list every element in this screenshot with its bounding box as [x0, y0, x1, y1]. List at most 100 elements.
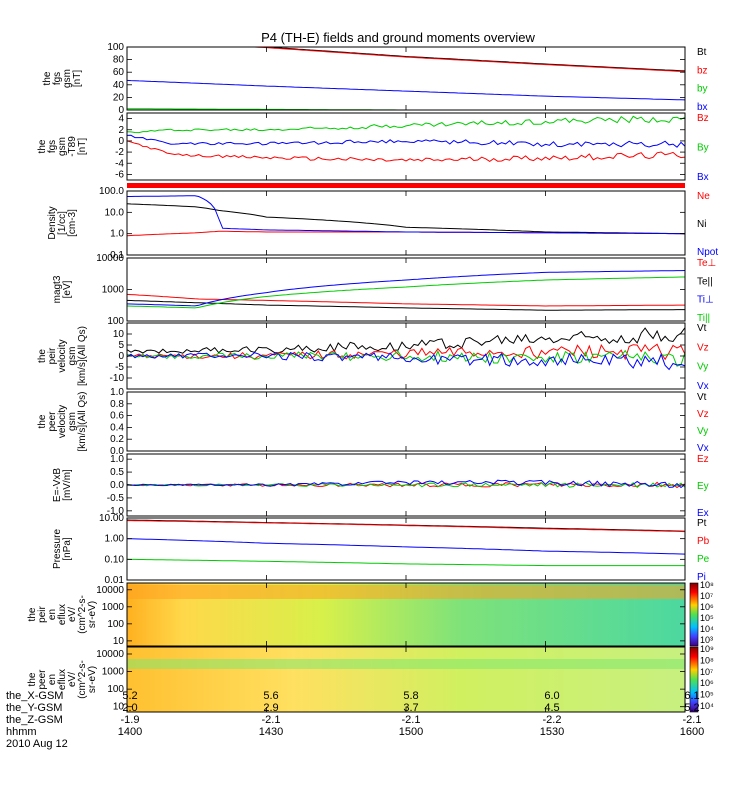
series-line-Bx — [126, 134, 686, 148]
y-axis-label-line: Density — [47, 206, 58, 239]
footer-value: 5.2 — [684, 702, 700, 714]
y-tick-label: -2 — [115, 147, 124, 158]
panel-7: Ez Ey Ex 1.0 0.5 0.0 -0.5 -1.0 E=-VxB [mV/m] — [52, 453, 709, 519]
y-tick-label: 1.0 — [110, 387, 124, 398]
y-axis-label-line: (cm^2-s- — [77, 660, 88, 699]
y-tick-label: 10 — [113, 702, 125, 713]
y-axis-label: the peer velocity gsm [km/s](All Qs) — [37, 392, 88, 452]
y-axis-label: magt3 [eV] — [52, 275, 73, 303]
y-tick-label: 10000 — [96, 253, 124, 264]
y-axis-label-line: peer — [47, 411, 58, 432]
series-line-Ey — [127, 482, 686, 488]
y-axis-label-line: gsm — [67, 412, 78, 431]
y-tick-label: 1.0 — [110, 454, 124, 465]
y-axis-label: the peir en eflux eV/(cm^2-s-sr-eV) — [27, 595, 98, 634]
y-axis-label: the peir velocity gsm [km/s](All Qs) — [37, 326, 88, 386]
y-tick-label: -4 — [115, 158, 124, 169]
y-tick-label: 1000 — [102, 285, 125, 296]
y-tick-label: 10000 — [96, 649, 124, 660]
y-tick-label: 100 — [107, 316, 124, 327]
footer-value: 1430 — [258, 726, 284, 738]
legend-label: Vy — [697, 362, 708, 373]
y-tick-label: 100.0 — [99, 186, 124, 197]
y-axis-label-line: peir — [47, 347, 58, 364]
series-line-Npot — [127, 195, 686, 235]
footer-value: -2.2 — [542, 714, 562, 726]
y-tick-label: 0.2 — [110, 434, 124, 445]
y-axis-label-line: fgs — [52, 72, 63, 85]
footer-value: 1600 — [679, 726, 705, 738]
footer-value: 5.6 — [263, 690, 279, 702]
legend-label: by — [697, 84, 708, 95]
y-axis-label-line: peer — [37, 669, 48, 690]
panel-frame — [126, 190, 686, 256]
y-axis-label-line: eflux — [57, 669, 68, 690]
y-tick-label: 1000 — [102, 602, 125, 613]
footer-value: 6.1 — [684, 690, 700, 702]
series-line-Vy — [126, 349, 686, 367]
panel-frame — [126, 391, 686, 452]
legend-label: Pi — [697, 572, 706, 583]
legend-label: Ne — [697, 191, 710, 202]
legend-label: Bx — [697, 172, 709, 183]
legend-label: bz — [697, 65, 708, 76]
footer-value: -2.1 — [682, 714, 702, 726]
y-tick-label: 80 — [113, 55, 125, 66]
panel-frame — [126, 517, 686, 581]
y-tick-label: -10 — [110, 373, 125, 384]
panel-frame — [126, 257, 686, 322]
footer-value: 4.5 — [544, 702, 560, 714]
legend-label: Vx — [697, 443, 709, 454]
y-tick-label: 10.0 — [105, 207, 125, 218]
y-axis-label: the peer en eflux eV/(cm^2-s-sr-eV) — [27, 660, 98, 699]
y-axis-label-line: [nPa] — [62, 537, 73, 561]
series-line-Ti⊥ — [126, 270, 686, 307]
footer-label: the_Z-GSM — [6, 714, 63, 726]
legend-label: Pt — [697, 518, 707, 529]
series-line-Vx — [126, 351, 686, 371]
y-axis-label-line: [km/s](All Qs) — [77, 392, 88, 452]
legend-label: Bt — [697, 47, 707, 58]
footer-value: 2.0 — [122, 702, 138, 714]
series-line-Pi — [126, 538, 686, 555]
legend-label: Te|| — [697, 276, 713, 287]
footer-value: -2.1 — [261, 714, 281, 726]
y-tick-label: 2 — [118, 125, 124, 136]
y-tick-label: 100 — [107, 619, 124, 630]
footer-value: 1530 — [539, 726, 565, 738]
panel-6: Vt Vz Vy Vx 1.00.80.60.40.20.0 the peer velocit… — [37, 387, 709, 457]
y-axis-label-line: velocity — [57, 339, 68, 372]
legend-label: Vt — [697, 392, 707, 403]
legend-label: Pb — [697, 536, 710, 547]
y-tick-label: 10.00 — [99, 513, 124, 524]
y-tick-label: 100 — [107, 684, 124, 695]
colorbar-tick-label: 10⁴ — [700, 701, 714, 711]
colorbar-tick-label: 10⁶ — [700, 678, 714, 688]
spectrogram-band — [127, 659, 685, 669]
colorbar-tick-label: 10³ — [700, 635, 713, 645]
y-axis-label-line: -T89 — [67, 136, 78, 157]
series-line-Ni — [126, 203, 686, 235]
y-axis-label-line: [eV] — [62, 280, 73, 298]
footer-label: hhmm — [6, 726, 37, 738]
colorbar-tick-label: 10⁷ — [700, 667, 713, 677]
y-axis-label-line: peir — [37, 605, 48, 622]
y-axis-label-line: E=-VxB — [52, 468, 63, 503]
y-axis-label-line: gsm — [57, 137, 68, 156]
figure-title: P4 (TH-E) fields and ground moments over… — [261, 30, 535, 45]
legend-label: Vy — [697, 426, 708, 437]
colorbar-tick-label: 10⁸ — [700, 655, 714, 665]
y-axis-label-line: the — [37, 349, 48, 363]
y-axis-label-line: eV/ — [67, 607, 78, 622]
y-axis-label: E=-VxB [mV/m] — [52, 468, 73, 503]
quality-flag-bar — [127, 183, 685, 188]
y-axis-label-line: sr-eV) — [87, 601, 98, 628]
series-line-By — [126, 115, 686, 134]
series-line-Ex — [126, 479, 686, 489]
y-tick-label: 1.00 — [105, 534, 125, 545]
y-tick-label: 0.8 — [110, 399, 124, 410]
y-tick-label: 0 — [118, 105, 124, 116]
footer-row-y-gsm: the_Y-GSM 2.0 2.9 3.7 4.5 5.2 — [4, 702, 744, 714]
y-axis-label-line: the — [37, 414, 48, 428]
